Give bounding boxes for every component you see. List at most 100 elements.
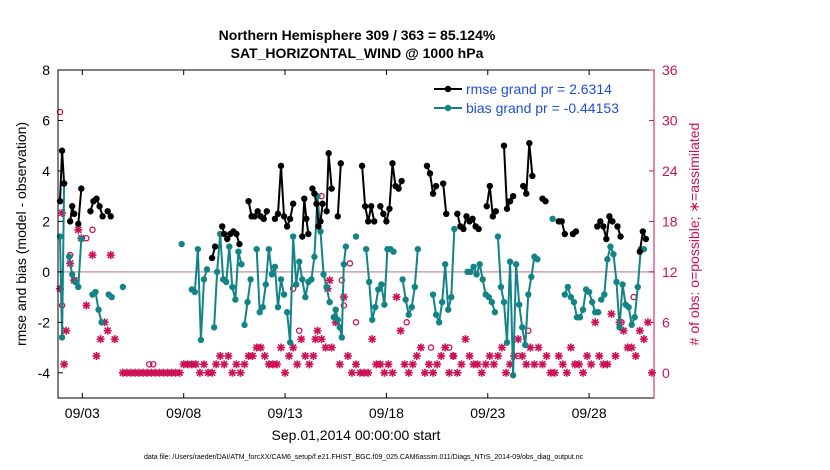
obs-assimilated-marker [103,326,112,335]
rmse-series-point [66,218,74,225]
bias-series-point [369,316,376,323]
obs-possible-marker [295,327,303,334]
rmse-series-point [99,213,106,220]
obs-assimilated-marker [240,360,249,369]
rmse-series-point [260,215,267,223]
bias-series-point [515,301,523,308]
obs-assimilated-marker [372,360,381,369]
obs-assimilated-marker [356,368,365,377]
bias-series-point [259,303,266,311]
rmse-series-point [389,160,396,167]
obs-assimilated-marker [489,360,498,369]
obs-assimilated-marker [587,360,596,369]
obs-assimilated-marker [526,343,535,352]
bias-series-point [613,278,620,286]
rmse-series-point [503,205,511,212]
bias-series-point [108,293,115,301]
obs-assimilated-marker [639,335,648,344]
bias-series-point [476,261,483,268]
obs-assimilated-marker [546,368,555,377]
bias-series-point [411,283,418,291]
obs-assimilated-marker [82,301,91,310]
rmse-series-point [224,235,231,243]
rmse-series-point [305,230,312,238]
bias-series-point [506,258,514,265]
obs-assimilated-marker [554,351,563,360]
bias-series-point [277,276,285,283]
obs-assimilated-marker [461,335,470,344]
obs-assimilated-marker [187,360,196,369]
y-right-tick-label: 0 [662,365,670,381]
rmse-series-point [469,215,476,223]
rmse-series-point [68,203,76,210]
bias-series-point [65,253,73,260]
obs-assimilated-marker [163,368,172,377]
bias-series-point [362,245,370,253]
obs-possible-marker [289,285,297,292]
bias-series-point [528,273,535,281]
obs-possible-marker [346,260,354,267]
bias-series-point [607,243,614,250]
obs-assimilated-marker [416,343,425,352]
obs-assimilated-marker [167,368,176,377]
bias-series-point [549,215,556,223]
obs-assimilated-marker [147,368,156,377]
bias-series-point [268,271,276,278]
obs-assimilated-marker [183,360,192,369]
obs-assimilated-marker [126,368,135,377]
obs-assimilated-marker [62,326,71,335]
obs-assimilated-marker [60,360,69,369]
rmse-series-point [299,233,306,240]
bias-series-point [365,278,373,286]
rmse-series-point [334,213,341,220]
rmse-series-point [107,213,114,220]
rmse-series-point [386,205,393,212]
rmse-series-point [283,223,291,230]
bias-series-point [585,288,593,296]
rmse-series-point [506,198,514,205]
bias-series-point [302,293,309,301]
bias-series-point [579,306,587,313]
rmse-series-point [542,198,549,205]
obs-possible-marker [340,302,348,309]
rmse-series-point [617,233,624,240]
y-right-tick-label: 36 [662,62,678,78]
rmse-series-point [380,210,387,218]
rmse-series-point [277,162,285,170]
rmse-series-point [104,208,111,215]
bias-series-point [595,309,602,316]
bias-series-point [408,303,415,311]
bias-series-line [59,183,644,377]
rmse-series-point [614,223,621,230]
obs-assimilated-marker [191,360,200,369]
obs-assimilated-marker [457,360,466,369]
obs-assimilated-marker [143,368,152,377]
rmse-series-point [221,230,228,238]
bias-series-point [564,283,572,291]
bias-series-point [448,293,455,301]
obs-possible-marker [89,226,96,234]
bias-series-point [232,296,239,303]
bias-series-point [75,283,82,291]
obs-assimilated-marker [566,343,575,352]
bias-series-point [191,288,199,296]
obs-assimilated-marker [400,360,409,369]
bias-series-point [625,303,632,311]
obs-assimilated-marker [289,343,298,352]
obs-assimilated-marker [574,360,583,369]
bias-series-point [119,283,127,291]
bias-series-point [485,293,492,301]
bias-series-point [631,314,638,321]
obs-assimilated-marker [264,360,273,369]
rmse-series-point [317,218,324,225]
bias-series-point [519,324,526,331]
rmse-series-point [368,203,375,210]
obs-assimilated-marker [220,360,229,369]
obs-assimilated-marker [595,351,604,360]
rmse-series-point [78,185,85,192]
obs-assimilated-marker [110,335,119,344]
rmse-series-point [211,243,219,250]
obs-possible-marker [630,293,637,301]
obs-assimilated-marker [449,351,458,360]
rmse-series-point [489,213,497,220]
